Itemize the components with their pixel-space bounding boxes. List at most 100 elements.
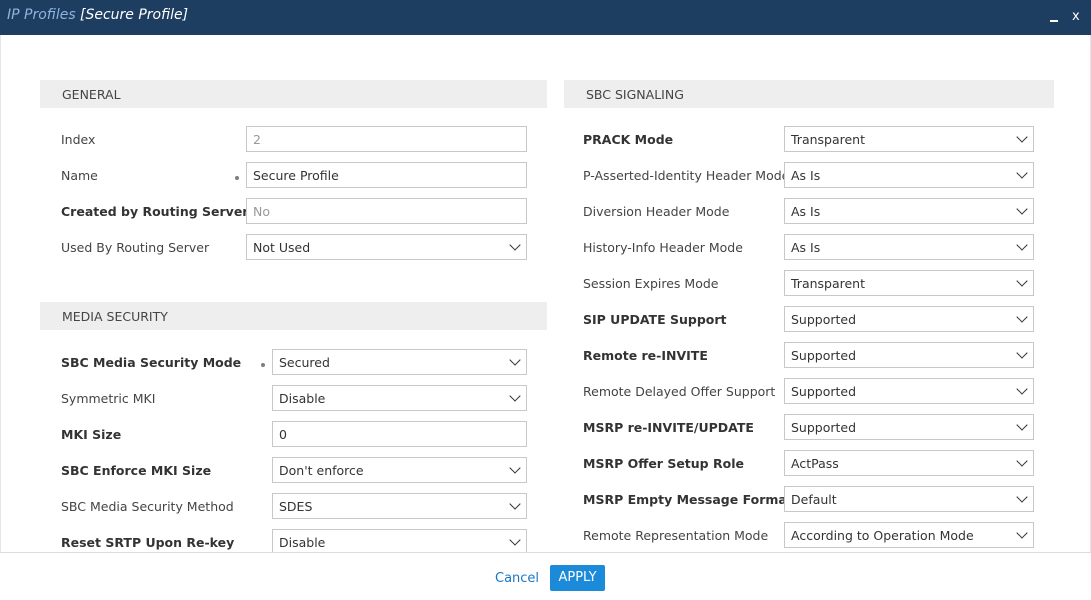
msrp-offer-setup-role-select[interactable]: ActPass xyxy=(784,450,1034,476)
field-label: Created by Routing Server xyxy=(61,204,249,219)
chevron-down-icon xyxy=(1016,239,1028,251)
history-info-header-mode-select[interactable]: As Is xyxy=(784,234,1034,260)
name-input[interactable]: Secure Profile xyxy=(246,162,527,188)
msrp-empty-message-format-select[interactable]: Default xyxy=(784,486,1034,512)
section-general: GENERAL xyxy=(40,80,547,108)
field-label: PRACK Mode xyxy=(583,132,674,147)
chevron-down-icon xyxy=(509,354,521,366)
field-value: Supported xyxy=(791,348,857,363)
field-value: Transparent xyxy=(791,276,866,291)
field-value: 0 xyxy=(279,427,287,442)
chevron-down-icon xyxy=(509,462,521,474)
dialog-title: [Secure Profile] xyxy=(80,7,189,23)
chevron-down-icon xyxy=(1016,527,1028,539)
section-media-security: MEDIA SECURITY xyxy=(40,302,547,330)
field-value: Secure Profile xyxy=(253,168,339,183)
enforce-mki-size-select[interactable]: Don't enforce xyxy=(272,457,527,483)
field-label: P-Asserted-Identity Header Mode xyxy=(583,168,790,183)
field-label: Reset SRTP Upon Re-key xyxy=(61,535,235,550)
chevron-down-icon xyxy=(1016,491,1028,503)
form-content[interactable]: GENERAL Index 2 Name Secure Profile Crea… xyxy=(0,35,1091,552)
remote-representation-mode-select[interactable]: According to Operation Mode xyxy=(784,522,1034,548)
chevron-down-icon xyxy=(509,239,521,251)
field-label: Diversion Header Mode xyxy=(583,204,730,219)
field-value: SDES xyxy=(279,499,313,514)
used-by-routing-server-select[interactable]: Not Used xyxy=(246,234,527,260)
field-label: Remote re-INVITE xyxy=(583,348,708,363)
required-dot-icon xyxy=(235,176,239,180)
section-title: GENERAL xyxy=(62,87,121,102)
field-value: Secured xyxy=(279,355,330,370)
field-label: MSRP Offer Setup Role xyxy=(583,456,744,471)
field-value: 2 xyxy=(253,132,261,147)
field-value: Supported xyxy=(791,420,857,435)
required-dot-icon xyxy=(261,363,265,367)
media-security-method-select[interactable]: SDES xyxy=(272,493,527,519)
breadcrumb-ip-profiles[interactable]: IP Profiles xyxy=(7,7,76,23)
mki-size-input[interactable]: 0 xyxy=(272,421,527,447)
field-label: SBC Media Security Mode xyxy=(61,355,242,370)
field-label: MSRP re-INVITE/UPDATE xyxy=(583,420,754,435)
created-by-routing-server-field: No xyxy=(246,198,527,224)
field-label: Index xyxy=(61,132,96,147)
close-icon[interactable]: x xyxy=(1072,9,1080,24)
chevron-down-icon xyxy=(1016,131,1028,143)
chevron-down-icon xyxy=(1016,203,1028,215)
chevron-down-icon xyxy=(1016,383,1028,395)
field-label: SBC Enforce MKI Size xyxy=(61,463,212,478)
chevron-down-icon xyxy=(1016,167,1028,179)
remote-reinvite-select[interactable]: Supported xyxy=(784,342,1034,368)
cancel-button[interactable]: Cancel xyxy=(495,571,540,586)
sip-update-support-select[interactable]: Supported xyxy=(784,306,1034,332)
field-label: Symmetric MKI xyxy=(61,391,156,406)
chevron-down-icon xyxy=(1016,347,1028,359)
field-value: Don't enforce xyxy=(279,463,364,478)
dialog-titlebar: IP Profiles [Secure Profile] x xyxy=(0,0,1091,35)
field-value: Not Used xyxy=(253,240,311,255)
field-value: Disable xyxy=(279,535,326,550)
field-value: ActPass xyxy=(791,456,839,471)
field-label: Name xyxy=(61,168,98,183)
field-value: Supported xyxy=(791,384,857,399)
msrp-reinvite-update-select[interactable]: Supported xyxy=(784,414,1034,440)
prack-mode-select[interactable]: Transparent xyxy=(784,126,1034,152)
media-security-mode-select[interactable]: Secured xyxy=(272,349,527,375)
field-label: Remote Representation Mode xyxy=(583,528,769,543)
field-label: MSRP Empty Message Format xyxy=(583,492,793,507)
apply-button[interactable]: APPLY xyxy=(550,565,605,591)
minimize-icon[interactable] xyxy=(1048,8,1060,24)
dialog-footer: Cancel APPLY xyxy=(0,552,1091,600)
field-label: History-Info Header Mode xyxy=(583,240,743,255)
diversion-header-mode-select[interactable]: As Is xyxy=(784,198,1034,224)
index-field: 2 xyxy=(246,126,527,152)
remote-delayed-offer-select[interactable]: Supported xyxy=(784,378,1034,404)
field-value: Supported xyxy=(791,312,857,327)
pai-header-mode-select[interactable]: As Is xyxy=(784,162,1034,188)
field-label: SIP UPDATE Support xyxy=(583,312,727,327)
field-value: Disable xyxy=(279,391,326,406)
chevron-down-icon xyxy=(1016,311,1028,323)
field-value: Transparent xyxy=(791,132,866,147)
chevron-down-icon xyxy=(509,498,521,510)
symmetric-mki-select[interactable]: Disable xyxy=(272,385,527,411)
field-value: As Is xyxy=(791,240,821,255)
field-label: Used By Routing Server xyxy=(61,240,210,255)
chevron-down-icon xyxy=(1016,419,1028,431)
chevron-down-icon xyxy=(509,390,521,402)
section-title: SBC SIGNALING xyxy=(586,87,684,102)
field-value: No xyxy=(253,204,270,219)
field-value: As Is xyxy=(791,168,821,183)
chevron-down-icon xyxy=(509,534,521,546)
section-sbc-signaling: SBC SIGNALING xyxy=(564,80,1054,108)
field-label: SBC Media Security Method xyxy=(61,499,234,514)
field-value: According to Operation Mode xyxy=(791,528,974,543)
field-value: Default xyxy=(791,492,837,507)
reset-srtp-select[interactable]: Disable xyxy=(272,529,527,552)
field-label: Remote Delayed Offer Support xyxy=(583,384,776,399)
chevron-down-icon xyxy=(1016,455,1028,467)
session-expires-mode-select[interactable]: Transparent xyxy=(784,270,1034,296)
field-label: Session Expires Mode xyxy=(583,276,719,291)
field-value: As Is xyxy=(791,204,821,219)
field-label: MKI Size xyxy=(61,427,122,442)
chevron-down-icon xyxy=(1016,275,1028,287)
